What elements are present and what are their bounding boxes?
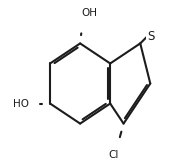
Text: HO: HO [13, 99, 29, 109]
Text: Cl: Cl [108, 150, 119, 160]
Text: OH: OH [82, 8, 98, 18]
Text: S: S [147, 30, 154, 43]
